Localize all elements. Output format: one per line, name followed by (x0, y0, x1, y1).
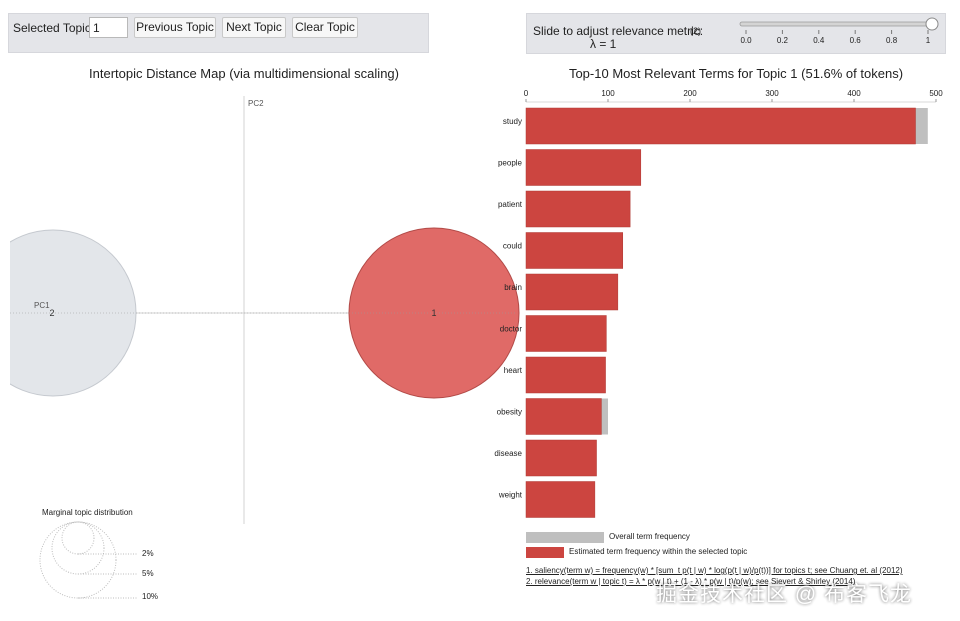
x-tick-label: 400 (847, 89, 861, 98)
slider-tick-labels: 0.0 0.2 0.4 0.6 0.8 1 (730, 36, 942, 50)
selected-topic-input[interactable] (89, 17, 128, 38)
relevance-panel (526, 13, 946, 54)
marginal-circle-2 (61, 521, 95, 555)
marginal-circle-10 (39, 521, 117, 599)
slider-track[interactable] (740, 22, 932, 26)
legend-estimated-label: Estimated term frequency within the sele… (569, 547, 748, 556)
footnote-saliency: 1. saliency(term w) = frequency(w) * [su… (526, 566, 903, 575)
topic-frequency-bar[interactable] (525, 398, 602, 435)
term-label[interactable]: brain (504, 283, 522, 292)
marginal-distribution-legend (39, 521, 138, 599)
topic-frequency-bar[interactable] (525, 107, 916, 145)
topic-label-1: 1 (431, 308, 436, 318)
topic-frequency-bar[interactable] (525, 356, 606, 394)
legend-overall-label: Overall term frequency (609, 532, 690, 541)
intertopic-map-title: Intertopic Distance Map (via multidimens… (89, 66, 399, 81)
slider-tick-label: 0.6 (849, 36, 861, 45)
term-label[interactable]: obesity (497, 408, 522, 417)
pc2-label: PC2 (248, 99, 264, 108)
topic-frequency-bar[interactable] (525, 190, 631, 228)
x-tick-label: 100 (601, 89, 615, 98)
slider-ticks (745, 30, 929, 34)
relevance-slider[interactable] (730, 12, 942, 52)
term-label[interactable]: people (498, 159, 523, 168)
topic-frequency-bar[interactable] (525, 439, 597, 477)
topic-frequency-bar[interactable] (525, 315, 607, 352)
x-tick-label: 0 (524, 89, 529, 98)
term-label[interactable]: patient (498, 200, 523, 209)
clear-topic-button[interactable]: Clear Topic (292, 17, 358, 38)
topic-controls-panel (8, 13, 429, 53)
marginal-distribution-title: Marginal topic distribution (42, 508, 133, 517)
topic-frequency-bar[interactable] (525, 273, 619, 311)
slider-tick-label: 0.0 (740, 36, 752, 45)
term-label[interactable]: weight (498, 491, 523, 500)
previous-topic-button[interactable]: Previous Topic (134, 17, 216, 38)
marginal-level-10: 10% (142, 592, 159, 601)
intertopic-map[interactable]: 1 2 PC1 PC2 (0, 88, 520, 528)
legend-overall-swatch (526, 532, 604, 543)
slider-tick-label: 1 (925, 36, 931, 45)
marginal-level-5: 5% (142, 569, 154, 578)
relevance-footnote-ref: (2) (690, 26, 701, 36)
lambda-value: λ = 1 (590, 37, 617, 51)
term-label[interactable]: could (503, 242, 522, 251)
term-label[interactable]: doctor (500, 325, 523, 334)
x-tick-label: 300 (765, 89, 779, 98)
term-bar-chart[interactable]: 0 100 200 300 400 500 study people patient could b… (480, 88, 950, 518)
pc1-label: PC1 (34, 301, 50, 310)
selected-topic-label: Selected Topic: (13, 21, 95, 35)
watermark-text: 掘金技术社区 @ 布客飞龙 (656, 583, 912, 606)
legend-estimated-swatch (526, 547, 564, 558)
slider-tick-label: 0.4 (813, 36, 825, 45)
marginal-circle-5 (51, 521, 105, 575)
x-tick-label: 200 (683, 89, 697, 98)
term-label[interactable]: disease (494, 449, 522, 458)
next-topic-button[interactable]: Next Topic (222, 17, 286, 38)
slider-thumb[interactable] (925, 17, 939, 31)
footnote-relevance: 2. relevance(term w | topic t) = λ * p(w… (526, 577, 856, 586)
term-label[interactable]: heart (504, 366, 523, 375)
x-tick-label: 500 (929, 89, 943, 98)
slider-tick-label: 0.8 (886, 36, 898, 45)
topic-frequency-bar[interactable] (525, 149, 642, 186)
topic-frequency-bar[interactable] (525, 481, 596, 518)
topic-frequency-bar[interactable] (525, 232, 624, 269)
topic-label-2: 2 (49, 308, 54, 318)
slider-tick-label: 0.2 (776, 36, 788, 45)
term-chart-title: Top-10 Most Relevant Terms for Topic 1 (… (568, 66, 904, 81)
term-label[interactable]: study (503, 117, 522, 126)
marginal-level-2: 2% (142, 549, 154, 558)
relevance-label: Slide to adjust relevance metric: (533, 24, 704, 38)
